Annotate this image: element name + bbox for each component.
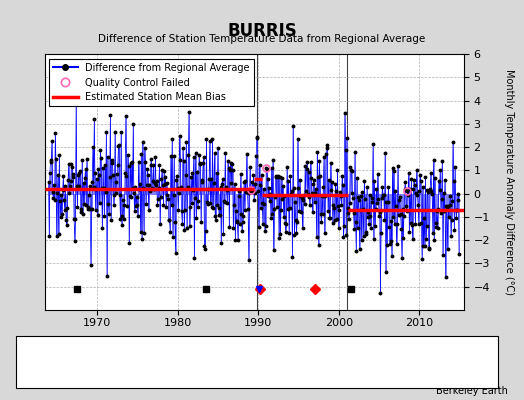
Text: Berkeley Earth: Berkeley Earth (436, 386, 508, 396)
Text: 1990: 1990 (244, 318, 272, 328)
Legend: Difference from Regional Average, Quality Control Failed, Estimated Station Mean: Difference from Regional Average, Qualit… (49, 59, 254, 106)
Text: Station Move: Station Move (39, 357, 103, 367)
Text: 2010: 2010 (406, 318, 433, 328)
Text: 2000: 2000 (325, 318, 353, 328)
Text: Empirical Break: Empirical Break (393, 357, 470, 367)
Text: Time of Obs. Change: Time of Obs. Change (262, 357, 364, 367)
Text: ◆: ◆ (25, 357, 33, 367)
Text: 1970: 1970 (83, 318, 111, 328)
Text: Record Gap: Record Gap (149, 357, 206, 367)
Text: 1980: 1980 (163, 318, 192, 328)
Text: Difference of Station Temperature Data from Regional Average: Difference of Station Temperature Data f… (99, 34, 425, 44)
Text: ▲: ▲ (135, 357, 143, 367)
Text: ■: ■ (377, 357, 388, 367)
Text: ▼: ▼ (247, 357, 256, 367)
Text: BURRIS: BURRIS (227, 22, 297, 40)
Y-axis label: Monthly Temperature Anomaly Difference (°C): Monthly Temperature Anomaly Difference (… (504, 69, 514, 295)
